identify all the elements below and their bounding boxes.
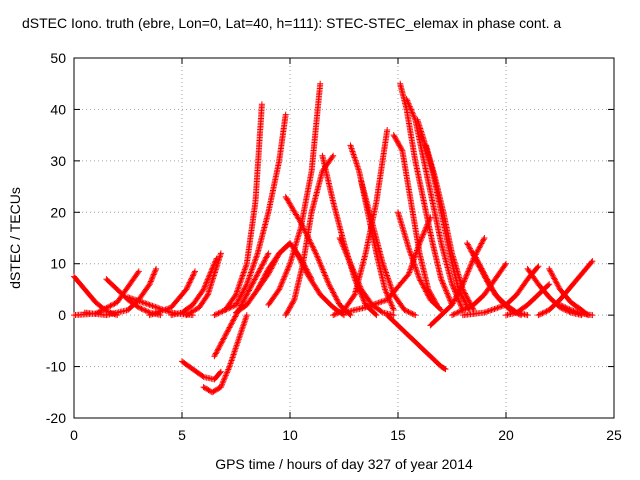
series-arc-12 <box>222 111 289 313</box>
arc-points <box>200 312 250 396</box>
series-arc-18 <box>291 245 347 319</box>
chart-title: dSTEC Iono. truth (ebre, Lon=0, Lat=40, … <box>22 15 561 31</box>
series-arc-15 <box>265 80 324 308</box>
series-arc-31 <box>395 209 445 313</box>
grid <box>74 58 614 418</box>
series-arc-40 <box>535 258 596 319</box>
series-arc-11 <box>211 101 265 319</box>
arc-points <box>71 268 142 319</box>
arc-points <box>222 111 289 313</box>
series-arc-6 <box>168 255 220 319</box>
arc-points <box>265 80 324 308</box>
series-arc-37 <box>503 281 553 319</box>
series-arc-7 <box>183 250 224 319</box>
series-arc-30 <box>423 142 477 313</box>
arc-points <box>179 358 224 383</box>
arc-points <box>390 132 440 308</box>
series-arc-25 <box>384 312 449 373</box>
x-tick-label: 5 <box>178 427 186 443</box>
series-arc-26 <box>390 132 440 308</box>
y-tick-label: 50 <box>50 50 66 66</box>
series-arc-8 <box>179 358 224 383</box>
data-series <box>71 80 596 396</box>
arc-points <box>503 281 553 319</box>
y-tick-label: 40 <box>50 101 66 117</box>
arc-points <box>168 255 220 319</box>
arc-points <box>395 209 445 313</box>
y-tick-label: -20 <box>46 410 66 426</box>
arc-points <box>183 250 224 319</box>
arc-points <box>211 101 265 319</box>
series-arc-1 <box>71 268 142 319</box>
arc-points <box>282 193 354 319</box>
arc-points <box>146 268 198 319</box>
series-arc-38 <box>524 265 585 319</box>
series-arc-5 <box>146 268 198 319</box>
y-tick-label: -10 <box>46 359 66 375</box>
plot-frame <box>73 57 615 419</box>
arc-points <box>524 265 585 319</box>
arc-points <box>557 301 596 319</box>
arc-points <box>211 250 272 360</box>
x-axis-label: GPS time / hours of day 327 of year 2014 <box>215 456 473 472</box>
series-arc-27 <box>397 80 455 308</box>
y-tick-label: 10 <box>50 256 66 272</box>
series-arc-9 <box>200 312 250 396</box>
series-arc-17 <box>282 193 354 319</box>
x-tick-label: 25 <box>606 427 622 443</box>
axis-ticks: 0 5 10 15 20 25 -20 -10 0 10 20 30 40 50 <box>46 50 622 443</box>
x-tick-label: 0 <box>70 427 78 443</box>
x-tick-label: 20 <box>498 427 514 443</box>
y-tick-label: 20 <box>50 204 66 220</box>
y-tick-label: 0 <box>58 307 66 323</box>
arc-points <box>397 80 455 308</box>
y-tick-label: 30 <box>50 153 66 169</box>
arc-points <box>423 142 477 313</box>
y-axis-label: dSTEC / TECUs <box>7 187 23 289</box>
x-tick-label: 10 <box>282 427 298 443</box>
series-arc-41 <box>557 301 596 319</box>
series-arc-10 <box>211 250 272 360</box>
arc-points <box>535 258 596 319</box>
arc-points <box>291 245 347 319</box>
x-tick-label: 15 <box>390 427 406 443</box>
arc-points <box>384 312 449 373</box>
